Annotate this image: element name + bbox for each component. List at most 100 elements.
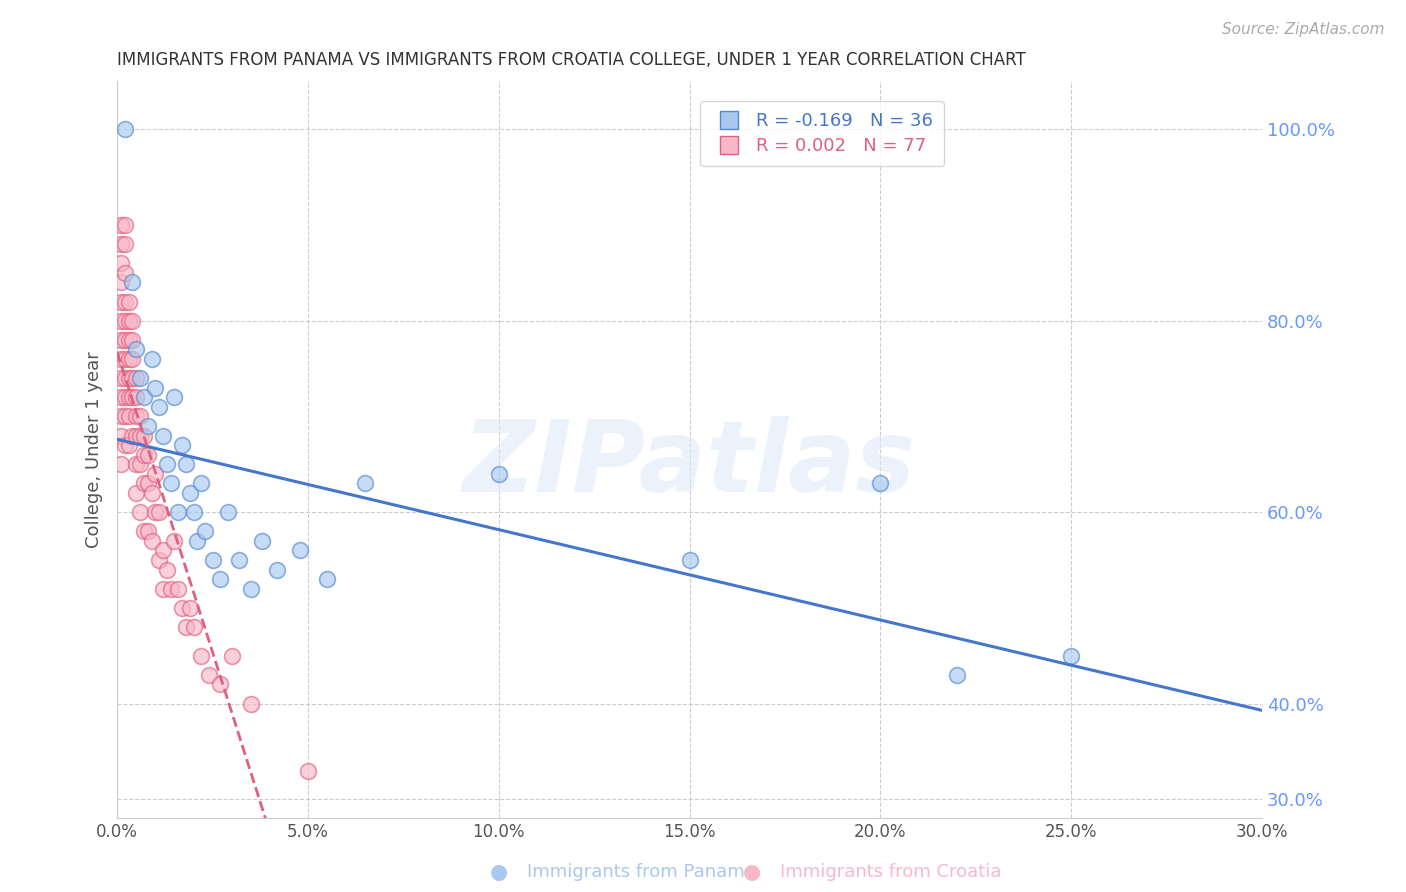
Point xyxy=(121,351,143,366)
Point xyxy=(110,390,132,404)
Point xyxy=(136,524,159,539)
Text: ●: ● xyxy=(491,863,508,882)
Point xyxy=(136,476,159,491)
Point xyxy=(110,333,132,347)
Point xyxy=(110,294,132,309)
Point xyxy=(221,648,243,663)
Point xyxy=(110,409,132,424)
Legend: R = -0.169   N = 36, R = 0.002   N = 77: R = -0.169 N = 36, R = 0.002 N = 77 xyxy=(700,102,943,166)
Point xyxy=(167,505,190,519)
Point xyxy=(163,390,186,404)
Point xyxy=(125,457,148,471)
Point xyxy=(174,457,197,471)
Point xyxy=(121,333,143,347)
Point xyxy=(156,457,179,471)
Point xyxy=(125,428,148,442)
Point xyxy=(110,371,132,385)
Point xyxy=(316,572,339,586)
Point xyxy=(114,390,136,404)
Point xyxy=(125,409,148,424)
Point xyxy=(132,524,155,539)
Point xyxy=(110,276,132,290)
Text: ZIPatlas: ZIPatlas xyxy=(463,417,917,513)
Point xyxy=(132,390,155,404)
Point xyxy=(678,553,700,567)
Point xyxy=(125,486,148,500)
Text: ●: ● xyxy=(744,863,761,882)
Point xyxy=(141,486,163,500)
Point xyxy=(114,438,136,452)
Point xyxy=(209,677,232,691)
Point xyxy=(114,122,136,136)
Point xyxy=(143,505,166,519)
Point xyxy=(148,400,170,414)
Point xyxy=(117,409,139,424)
Point xyxy=(156,563,179,577)
Point xyxy=(129,505,152,519)
Point xyxy=(183,620,205,634)
Point xyxy=(297,764,319,778)
Point xyxy=(201,553,224,567)
Point xyxy=(354,476,377,491)
Point xyxy=(114,333,136,347)
Point xyxy=(159,476,181,491)
Point xyxy=(163,533,186,548)
Point xyxy=(148,553,170,567)
Point xyxy=(179,600,201,615)
Point xyxy=(136,419,159,434)
Point xyxy=(1060,648,1083,663)
Text: Source: ZipAtlas.com: Source: ZipAtlas.com xyxy=(1222,22,1385,37)
Point xyxy=(114,351,136,366)
Point xyxy=(869,476,891,491)
Point xyxy=(129,457,152,471)
Point xyxy=(117,438,139,452)
Point xyxy=(110,428,132,442)
Point xyxy=(121,390,143,404)
Point xyxy=(110,351,132,366)
Point xyxy=(110,457,132,471)
Point xyxy=(239,697,262,711)
Point xyxy=(141,533,163,548)
Point xyxy=(110,237,132,252)
Point xyxy=(266,563,288,577)
Point xyxy=(152,543,174,558)
Point xyxy=(114,218,136,232)
Point xyxy=(228,553,250,567)
Point xyxy=(117,294,139,309)
Point xyxy=(132,476,155,491)
Y-axis label: College, Under 1 year: College, Under 1 year xyxy=(86,351,103,549)
Point xyxy=(183,505,205,519)
Point xyxy=(209,572,232,586)
Point xyxy=(194,524,217,539)
Point xyxy=(132,428,155,442)
Point xyxy=(148,505,170,519)
Point xyxy=(143,381,166,395)
Text: Immigrants from Panama: Immigrants from Panama xyxy=(527,863,756,881)
Point xyxy=(121,371,143,385)
Point xyxy=(125,343,148,357)
Point xyxy=(121,313,143,327)
Point xyxy=(129,409,152,424)
Point xyxy=(250,533,273,548)
Point xyxy=(110,256,132,270)
Point xyxy=(152,582,174,596)
Point xyxy=(121,276,143,290)
Point xyxy=(125,371,148,385)
Point xyxy=(110,313,132,327)
Point xyxy=(141,351,163,366)
Point xyxy=(129,371,152,385)
Point xyxy=(197,668,219,682)
Point xyxy=(117,333,139,347)
Point xyxy=(159,582,181,596)
Point xyxy=(117,351,139,366)
Point xyxy=(117,371,139,385)
Text: IMMIGRANTS FROM PANAMA VS IMMIGRANTS FROM CROATIA COLLEGE, UNDER 1 YEAR CORRELAT: IMMIGRANTS FROM PANAMA VS IMMIGRANTS FRO… xyxy=(117,51,1026,69)
Point xyxy=(117,313,139,327)
Point xyxy=(190,648,212,663)
Point xyxy=(488,467,510,481)
Point xyxy=(143,467,166,481)
Point xyxy=(114,371,136,385)
Point xyxy=(239,582,262,596)
Point xyxy=(132,448,155,462)
Point xyxy=(121,428,143,442)
